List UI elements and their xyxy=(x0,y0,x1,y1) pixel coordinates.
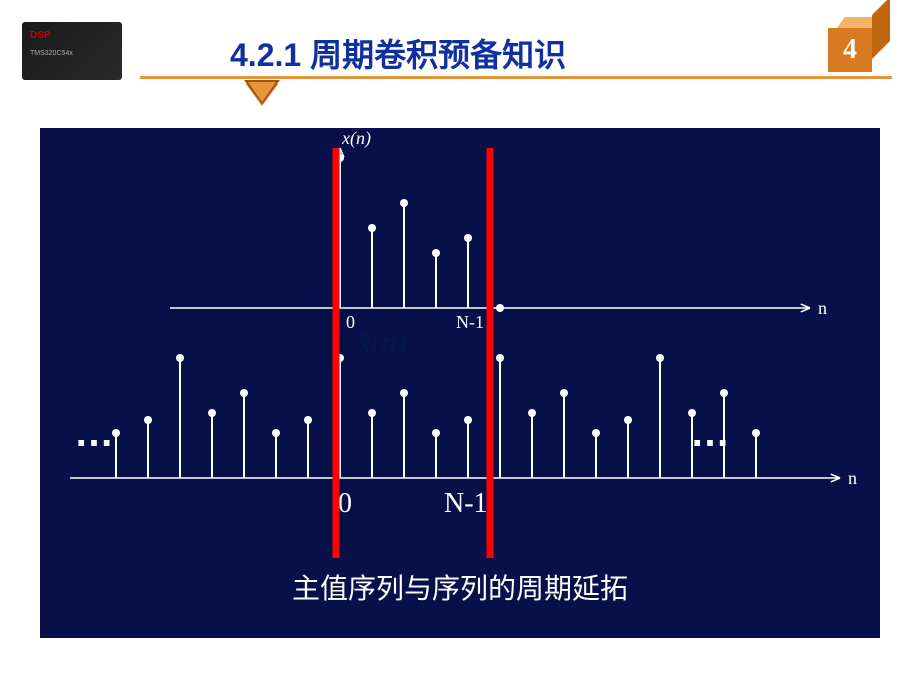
svg-text:…: … xyxy=(690,411,730,455)
svg-text:…: … xyxy=(74,411,114,455)
svg-text:n: n xyxy=(818,298,827,318)
svg-text:N-1: N-1 xyxy=(444,488,488,519)
slide-title: 4.2.1 周期卷积预备知识 xyxy=(230,30,566,76)
svg-text:x(n): x(n) xyxy=(341,128,371,149)
svg-text:主值序列与序列的周期延拓: 主值序列与序列的周期延拓 xyxy=(292,573,628,605)
svg-text:x̃(n): x̃(n) xyxy=(357,326,406,359)
header-underline xyxy=(140,76,892,79)
svg-text:N-1: N-1 xyxy=(456,312,484,332)
diagram-svg: x(n) n 0 N-1 x̃(n) n 0 N-1 … … 主值序列与序列的周期延拓 xyxy=(40,128,880,638)
diagram-canvas: x(n) n 0 N-1 x̃(n) n 0 N-1 … … 主值序列与序列的周期延拓 xyxy=(40,128,880,638)
svg-text:n: n xyxy=(848,468,857,488)
chapter-cube-icon: 4 xyxy=(828,14,888,74)
header-triangle-decor xyxy=(246,84,278,106)
chapter-number: 4 xyxy=(828,28,872,72)
svg-text:0: 0 xyxy=(346,312,355,332)
slide: DSP TMS320C54x 4.2.1 周期卷积预备知识 4 x(n)n0N-… xyxy=(0,0,920,690)
svg-text:0: 0 xyxy=(338,488,352,519)
